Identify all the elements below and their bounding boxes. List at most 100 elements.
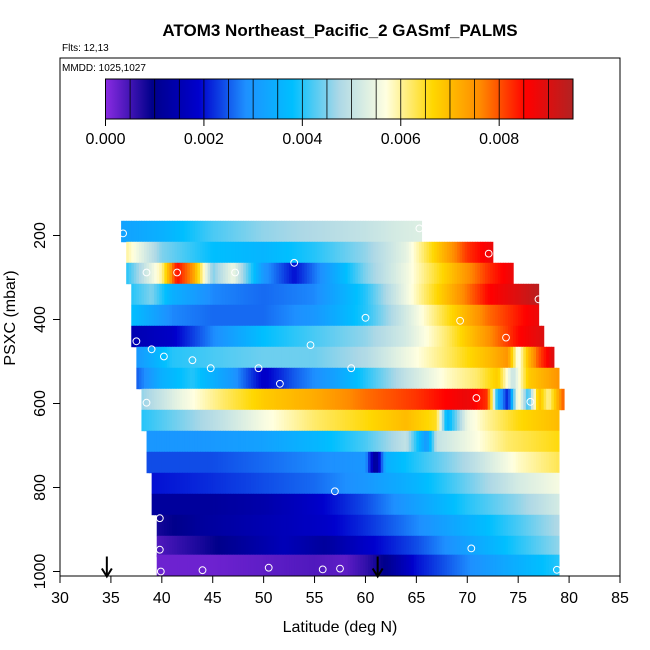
heatmap-cell (340, 535, 344, 558)
heatmap-cell (418, 325, 423, 348)
heatmap-cell (370, 304, 374, 327)
heatmap-cell (192, 451, 196, 474)
heatmap-cell (220, 346, 224, 369)
sample-point (467, 544, 476, 553)
heatmap-cell (317, 304, 321, 327)
heatmap-cell (245, 388, 249, 411)
heatmap-cell (284, 325, 288, 348)
heatmap-cell (159, 409, 163, 432)
heatmap-cell (459, 451, 463, 474)
heatmap-cell (179, 241, 183, 264)
heatmap-cell (215, 283, 219, 306)
heatmap-cell (304, 535, 308, 558)
heatmap-cell (200, 367, 204, 390)
heatmap-cell (169, 472, 173, 495)
heatmap-cell (296, 514, 300, 537)
heatmap-cell (398, 451, 402, 474)
heatmap-cell (156, 451, 160, 474)
heatmap-cell (370, 283, 374, 306)
y-axis-label: PSXC (mbar) (2, 270, 19, 365)
heatmap-cell (174, 493, 178, 516)
heatmap-cell (342, 367, 346, 390)
heatmap-cell (159, 554, 163, 577)
heatmap-cell (215, 220, 219, 243)
heatmap-cell (136, 304, 140, 327)
heatmap-cell (383, 262, 387, 285)
heatmap-cell (355, 241, 359, 264)
heatmap-cell (136, 367, 140, 390)
heatmap-cell (332, 554, 336, 577)
heatmap-cell (197, 472, 201, 495)
heatmap-cell (505, 493, 509, 516)
heatmap-cell (281, 535, 285, 558)
heatmap-cell (177, 409, 181, 432)
heatmap-cell (383, 346, 387, 369)
heatmap-cell (291, 430, 295, 453)
heatmap-cell (350, 388, 354, 411)
heatmap-cell (329, 346, 333, 369)
heatmap-cell (388, 535, 392, 558)
heatmap-cell (408, 409, 412, 432)
heatmap-cell (250, 493, 255, 516)
heatmap-cell (332, 535, 336, 558)
heatmap-cell (345, 325, 349, 348)
heatmap-cell (500, 430, 504, 453)
heatmap-cell (492, 325, 496, 348)
heatmap-cell (408, 325, 412, 348)
heatmap-cell (482, 554, 486, 577)
heatmap-cell (439, 262, 443, 285)
heatmap-cell (314, 388, 318, 411)
heatmap-cell (520, 325, 524, 348)
heatmap-cell (365, 472, 369, 495)
heatmap-layer (121, 220, 423, 243)
heatmap-cell (205, 325, 209, 348)
heatmap-cell (306, 220, 311, 243)
heatmap-cell (319, 472, 323, 495)
heatmap-cell (393, 388, 397, 411)
heatmap-cell (347, 241, 351, 264)
heatmap-cell (149, 346, 153, 369)
heatmap-cell (278, 220, 283, 243)
heatmap-cell (327, 262, 331, 285)
heatmap-cell (327, 346, 331, 369)
heatmap-cell (273, 514, 277, 537)
heatmap-cell (538, 346, 542, 369)
heatmap-cell (449, 325, 453, 348)
heatmap-cell (406, 220, 410, 243)
heatmap-cell (301, 304, 305, 327)
heatmap-cell (515, 472, 519, 495)
heatmap-cell (459, 554, 463, 577)
heatmap-cell (205, 241, 209, 264)
heatmap-cell (383, 451, 387, 474)
heatmap-cell (207, 220, 211, 243)
heatmap-cell (347, 472, 351, 495)
heatmap-cell (530, 346, 535, 369)
heatmap-cell (452, 554, 456, 577)
heatmap-cell (480, 554, 484, 577)
heatmap-cell (413, 367, 417, 390)
heatmap-cell (222, 241, 227, 264)
heatmap-cell (151, 241, 155, 264)
heatmap-cell (474, 304, 479, 327)
heatmap-layer (151, 472, 560, 495)
x-tick-label: 85 (611, 590, 629, 607)
heatmap-cell (373, 514, 377, 537)
heatmap-cell (278, 451, 283, 474)
heatmap-cell (222, 430, 227, 453)
heatmap-cell (487, 325, 491, 348)
y-tick-label: 600 (32, 390, 49, 417)
heatmap-cell (161, 346, 165, 369)
heatmap-cell (411, 472, 415, 495)
heatmap-cell (416, 325, 420, 348)
heatmap-cell (210, 430, 214, 453)
heatmap-cell (398, 514, 402, 537)
heatmap-cell (441, 241, 445, 264)
heatmap-cell (474, 346, 479, 369)
heatmap-cell (166, 283, 171, 306)
heatmap-cell (268, 472, 272, 495)
heatmap-cell (413, 388, 417, 411)
heatmap-cell (141, 283, 145, 306)
heatmap-cell (189, 220, 193, 243)
heatmap-cell (355, 554, 359, 577)
heatmap-cell (536, 304, 540, 327)
